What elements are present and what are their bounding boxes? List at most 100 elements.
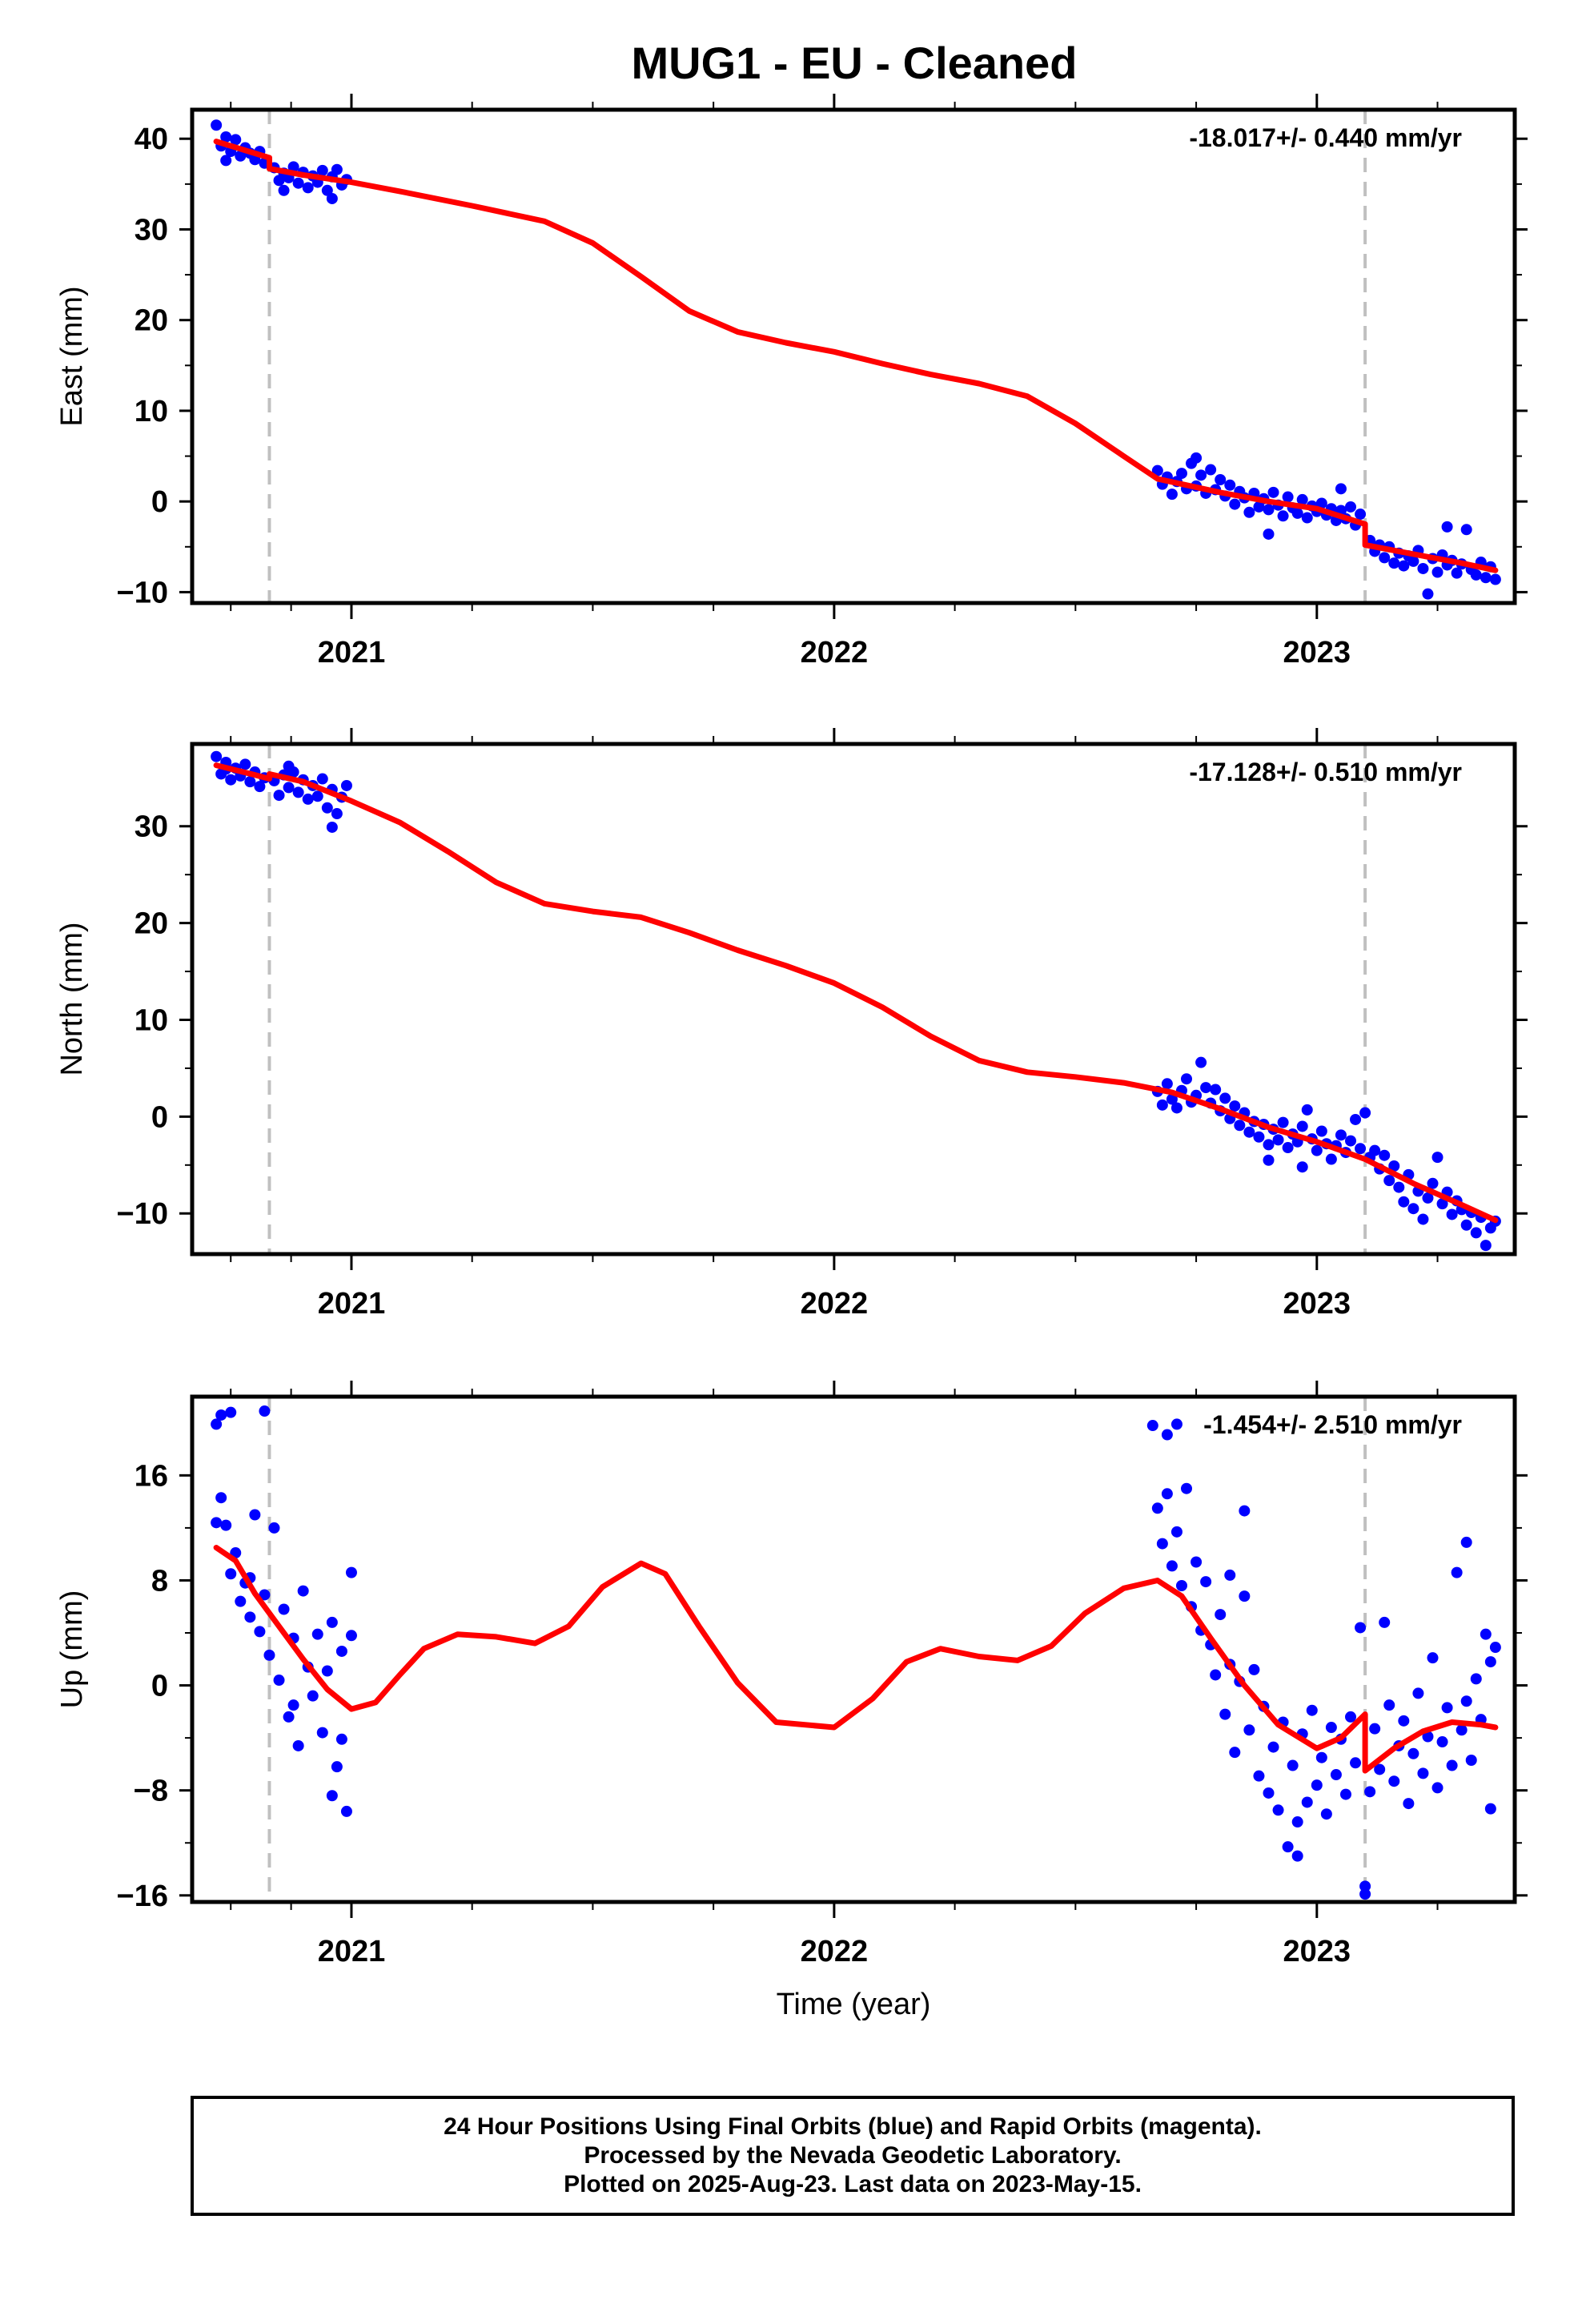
up-data-point — [1460, 1695, 1472, 1707]
up-data-point — [1248, 1663, 1260, 1675]
east-ytick-label: 30 — [135, 213, 168, 247]
up-data-point — [1170, 1418, 1182, 1430]
up-data-point — [1417, 1767, 1429, 1779]
chart-panels: −10 0 10 20 30 40 2021 2022 2023 East (mm) -18.017… — [55, 94, 1528, 2021]
east-data-point — [1191, 452, 1203, 464]
up-data-point — [1379, 1616, 1391, 1628]
east-data-point — [1291, 507, 1303, 519]
up-data-point — [263, 1649, 275, 1661]
east-data-point — [211, 119, 223, 131]
up-data-point — [1170, 1526, 1182, 1538]
east-data-point — [1263, 528, 1275, 540]
up-model-line — [213, 1545, 1499, 1774]
east-data-point — [1215, 474, 1227, 485]
north-data-point — [1263, 1139, 1275, 1151]
up-data-point — [1263, 1787, 1275, 1799]
up-data-point — [1181, 1482, 1193, 1494]
north-data-point — [1345, 1135, 1357, 1147]
up-data-point — [331, 1761, 343, 1773]
up-data-point — [1412, 1687, 1424, 1699]
east-data-point — [1282, 491, 1294, 503]
up-data-point — [1359, 1888, 1371, 1900]
up-xtick-label: 2022 — [801, 1935, 869, 1968]
east-data-point — [1277, 510, 1289, 522]
east-data-point — [1480, 572, 1492, 584]
up-xtick-label: 2023 — [1283, 1935, 1351, 1968]
up-data-point — [1355, 1622, 1367, 1634]
up-data-point — [1311, 1779, 1323, 1791]
up-data-point — [225, 1568, 237, 1580]
north-data-point — [1350, 1113, 1362, 1125]
up-data-point — [1369, 1723, 1381, 1735]
up-data-point — [1489, 1642, 1501, 1654]
north-xtick-label: 2021 — [318, 1287, 386, 1321]
north-data-point — [1229, 1100, 1241, 1112]
up-data-point — [1407, 1747, 1419, 1759]
north-data-point — [283, 782, 295, 794]
up-ytick-label: −16 — [117, 1880, 168, 1913]
up-data-point — [335, 1733, 347, 1745]
up-data-point — [278, 1603, 290, 1615]
north-data-point — [1383, 1175, 1395, 1187]
east-ytick-label: 20 — [135, 304, 168, 338]
north-data-point — [1446, 1208, 1458, 1220]
north-data-point — [1369, 1144, 1381, 1156]
north-xtick-label: 2022 — [801, 1287, 869, 1321]
up-data-point — [326, 1616, 338, 1628]
east-data-point — [1175, 468, 1187, 480]
east-data-point — [1355, 509, 1367, 521]
north-data-point — [1263, 1154, 1275, 1166]
up-data-point — [1215, 1609, 1227, 1621]
up-data-point — [1460, 1536, 1472, 1548]
north-frame — [190, 742, 1517, 1256]
north-data-point — [1398, 1196, 1410, 1208]
north-data-point — [211, 750, 223, 762]
north-data-point — [244, 776, 256, 788]
north-data-point — [1431, 1152, 1443, 1164]
east-data-point — [235, 150, 247, 162]
east-data-point — [331, 163, 343, 175]
up-data-point — [1175, 1580, 1187, 1592]
east-data-point — [1195, 469, 1207, 481]
up-ylabel: Up (mm) — [55, 1590, 89, 1709]
footer-line-3: Plotted on 2025-Aug-23. Last data on 202… — [564, 2171, 1142, 2197]
north-data-point — [1277, 1116, 1289, 1128]
up-data-point — [1350, 1757, 1362, 1769]
north-data-point — [283, 760, 295, 772]
east-data-point — [1243, 506, 1255, 518]
up-data-point — [292, 1739, 304, 1751]
up-data-point — [1210, 1669, 1222, 1681]
east-rate-label: -18.017+/- 0.440 mm/yr — [1189, 123, 1462, 152]
up-ytick-label: 16 — [135, 1459, 168, 1493]
north-panel: −10 0 10 20 30 2021 2022 2023 North (mm) -17.128+… — [55, 728, 1528, 1321]
north-data-point — [254, 781, 266, 793]
north-rate-label: -17.128+/- 0.510 mm/yr — [1189, 758, 1462, 786]
up-data-point — [1359, 1880, 1371, 1892]
up-data-point — [1146, 1420, 1158, 1432]
up-frame — [190, 1394, 1517, 1904]
footer-line-2: Processed by the Nevada Geodetic Laborat… — [584, 2142, 1122, 2169]
up-data-point — [1345, 1711, 1357, 1723]
east-data-point — [1296, 493, 1308, 505]
north-data-point — [1315, 1125, 1327, 1137]
up-data-point — [1436, 1736, 1448, 1748]
east-data-point — [1224, 479, 1236, 491]
north-data-point — [326, 821, 338, 833]
up-data-point — [1291, 1816, 1303, 1828]
east-data-point — [287, 161, 299, 173]
up-data-point — [1383, 1699, 1395, 1711]
north-data-point — [1422, 1192, 1434, 1204]
east-data-point — [1422, 588, 1434, 600]
east-panel: −10 0 10 20 30 40 2021 2022 2023 East (mm) -18.017… — [55, 94, 1528, 669]
up-data-point — [340, 1805, 352, 1817]
east-data-point — [1441, 521, 1453, 533]
up-data-point — [1229, 1747, 1241, 1759]
up-data-point — [283, 1711, 295, 1723]
up-data-point — [307, 1690, 319, 1702]
up-data-point — [326, 1790, 338, 1802]
north-data-point — [1170, 1102, 1182, 1114]
east-data-point — [321, 184, 333, 196]
north-data-point — [1470, 1227, 1482, 1239]
up-data-point — [1480, 1628, 1492, 1640]
